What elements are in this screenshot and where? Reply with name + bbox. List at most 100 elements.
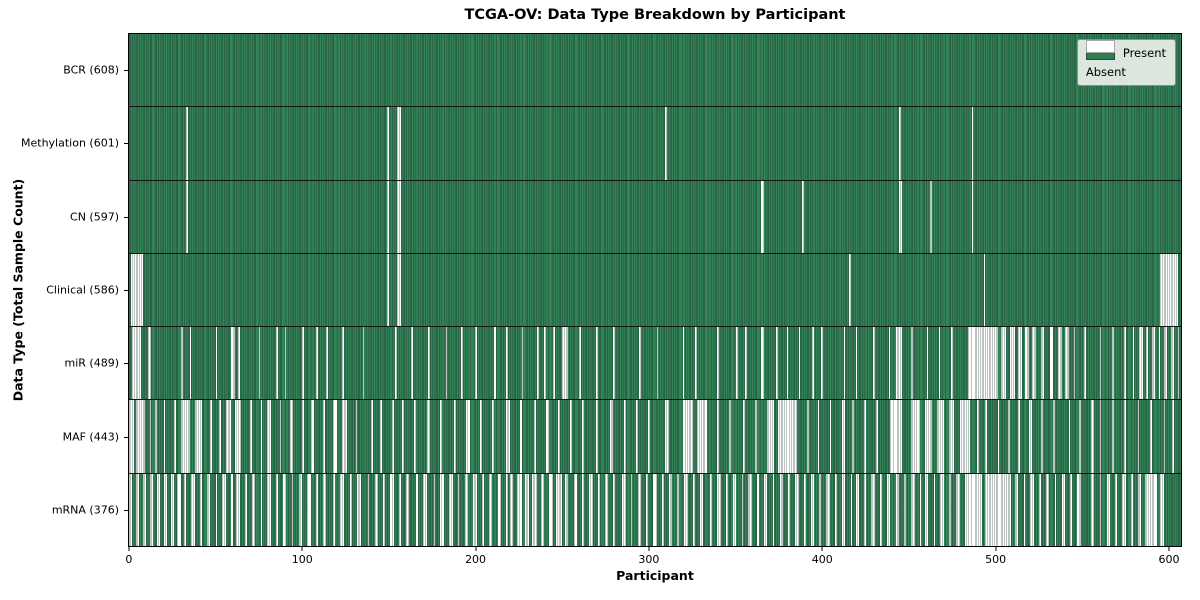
absent-stripe xyxy=(1163,400,1166,473)
absent-stripe xyxy=(898,107,901,180)
absent-stripe xyxy=(552,327,555,400)
absent-stripe xyxy=(1039,473,1041,546)
absent-stripe xyxy=(812,327,815,400)
absent-stripe xyxy=(741,473,744,546)
absent-stripe xyxy=(397,180,401,253)
x-tick-mark xyxy=(995,547,997,551)
absent-stripe xyxy=(199,473,202,546)
absent-stripe xyxy=(135,400,145,473)
absent-stripe xyxy=(480,400,482,473)
absent-stripe xyxy=(371,400,373,473)
x-tick-mark xyxy=(1168,547,1170,551)
absent-stripe xyxy=(895,327,903,400)
absent-stripe xyxy=(732,473,737,546)
y-tick-label-bcr: BCR (608) xyxy=(63,63,119,77)
absent-stripe xyxy=(764,473,768,546)
absent-stripe xyxy=(864,473,867,546)
absent-stripe xyxy=(798,327,801,400)
legend-swatch-absent-icon xyxy=(1085,40,1115,53)
absent-stripe xyxy=(623,400,626,473)
absent-stripe xyxy=(341,400,347,473)
chart-title: TCGA-OV: Data Type Breakdown by Particip… xyxy=(464,7,846,23)
absent-stripe xyxy=(694,327,697,400)
plot-area: Present Absent xyxy=(128,33,1182,547)
absent-stripe xyxy=(210,400,213,473)
absent-stripe xyxy=(1106,473,1111,546)
y-tick-label-maf: MAF (443) xyxy=(62,430,119,444)
absent-stripe xyxy=(1151,327,1156,400)
absent-stripe xyxy=(1123,327,1126,400)
absent-stripe xyxy=(142,473,147,546)
absent-stripe xyxy=(744,327,747,400)
y-tick-mark xyxy=(124,436,128,438)
absent-stripe xyxy=(284,327,287,400)
absent-stripe xyxy=(322,473,327,546)
absent-stripe xyxy=(879,473,882,546)
absent-stripe xyxy=(1052,400,1055,473)
absent-stripe xyxy=(398,473,401,546)
absent-stripe xyxy=(976,400,979,473)
x-tick-mark xyxy=(475,547,477,551)
absent-stripe xyxy=(911,327,913,400)
absent-stripe xyxy=(180,400,190,473)
absent-stripe xyxy=(985,473,1012,546)
absent-stripe xyxy=(549,473,553,546)
absent-stripe xyxy=(919,473,922,546)
absent-stripe xyxy=(668,473,673,546)
absent-stripe xyxy=(748,473,752,546)
y-tick-mark xyxy=(124,143,128,145)
absent-stripe xyxy=(573,473,578,546)
absent-stripe xyxy=(850,473,853,546)
absent-stripe xyxy=(494,327,496,400)
absent-stripe xyxy=(390,473,394,546)
absent-stripe xyxy=(911,400,920,473)
absent-stripe xyxy=(130,253,143,327)
absent-stripe xyxy=(405,473,410,546)
absent-stripe xyxy=(653,473,657,546)
absent-stripe xyxy=(898,180,903,253)
absent-stripe xyxy=(464,473,469,546)
absent-stripe xyxy=(367,473,370,546)
absent-stripe xyxy=(1137,473,1142,546)
absent-stripe xyxy=(1158,327,1161,400)
absent-stripe xyxy=(779,473,784,546)
absent-stripe xyxy=(506,400,510,473)
absent-stripe xyxy=(570,400,572,473)
heatmap-row-mir xyxy=(129,327,1181,401)
x-tick-mark xyxy=(648,547,650,551)
absent-stripe xyxy=(1054,473,1057,546)
absent-stripe xyxy=(449,473,453,546)
y-tick-mark xyxy=(124,290,128,291)
absent-stripe xyxy=(665,400,669,473)
absent-stripe xyxy=(938,327,941,400)
absent-stripe xyxy=(333,400,337,473)
absent-stripe xyxy=(402,400,405,473)
absent-stripe xyxy=(693,473,695,546)
absent-stripe xyxy=(291,473,294,546)
absent-stripe xyxy=(677,473,680,546)
absent-stripe xyxy=(191,473,195,546)
heatmap-rows xyxy=(129,34,1181,546)
absent-stripe xyxy=(582,473,585,546)
absent-stripe xyxy=(1172,400,1175,473)
x-axis-ticks: 0 100 200 300 400 500 600 xyxy=(125,547,1182,569)
absent-stripe xyxy=(1123,400,1126,473)
absent-stripe xyxy=(423,473,427,546)
absent-stripe xyxy=(177,473,181,546)
absent-stripe xyxy=(760,180,764,253)
absent-stripe xyxy=(386,253,389,327)
absent-stripe xyxy=(411,327,413,400)
absent-stripe xyxy=(149,400,152,473)
absent-stripe xyxy=(260,400,263,473)
absent-stripe xyxy=(457,473,460,546)
heatmap-row-methylation xyxy=(129,107,1181,181)
absent-stripe xyxy=(340,473,344,546)
absent-stripe xyxy=(795,473,799,546)
absent-stripe xyxy=(1111,400,1114,473)
y-tick-mark xyxy=(124,510,128,512)
absent-stripe xyxy=(604,473,609,546)
absent-stripe xyxy=(473,473,477,546)
absent-stripe xyxy=(440,400,443,473)
absent-stripe xyxy=(163,400,166,473)
absent-stripe xyxy=(492,400,495,473)
